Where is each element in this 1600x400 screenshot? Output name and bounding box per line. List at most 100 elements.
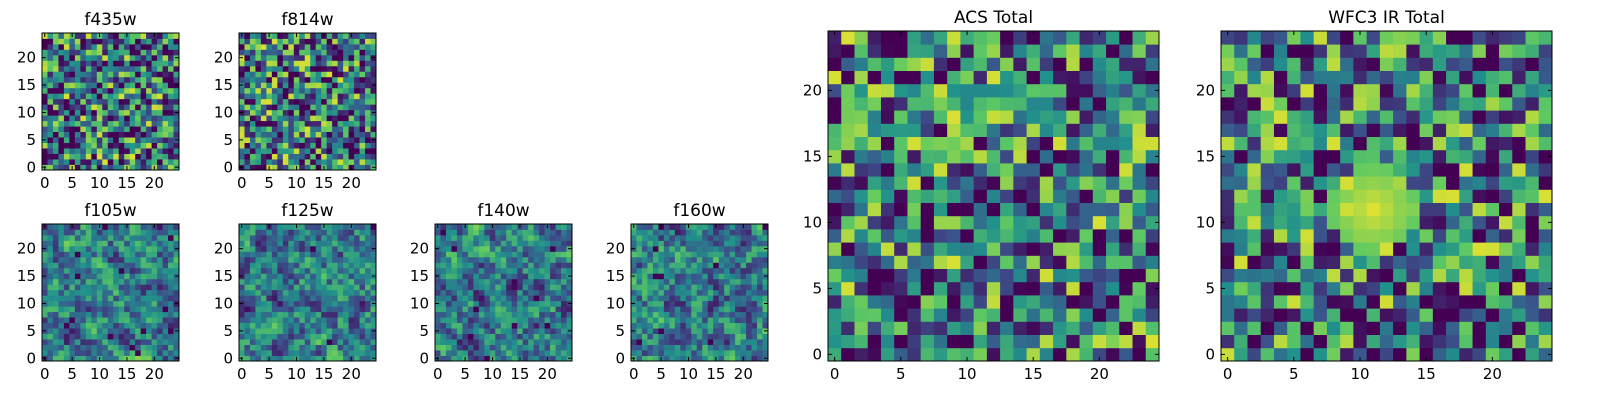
heatmap-cell [658, 339, 665, 345]
heatmap-cell [255, 295, 262, 302]
heatmap-cell [1313, 242, 1328, 256]
heatmap-cell [146, 131, 152, 138]
heatmap-cell [652, 350, 659, 356]
heatmap-cell [244, 251, 251, 258]
heatmap-cell [713, 339, 720, 345]
heatmap-cell [713, 251, 720, 258]
heatmap-cell [511, 322, 518, 329]
heatmap-cell [299, 306, 306, 313]
heatmap-cell [478, 322, 485, 329]
heatmap-cell [696, 273, 703, 280]
heatmap-cell [473, 256, 480, 263]
heatmap-cell [74, 289, 81, 296]
heatmap-cell [489, 245, 496, 252]
heatmap-cell [63, 278, 70, 285]
heatmap-cell [757, 355, 763, 362]
heatmap-cell [58, 43, 65, 50]
heatmap-cell [489, 267, 496, 274]
heatmap-cell [1039, 44, 1054, 58]
heatmap-cell [1039, 123, 1054, 137]
heatmap-cell [332, 104, 339, 111]
heatmap-cell [135, 229, 142, 236]
heatmap-cell [118, 339, 125, 345]
heatmap-cell [244, 256, 251, 263]
heatmap-cell [162, 76, 169, 83]
heatmap-cell [713, 344, 720, 351]
heatmap-cell [907, 123, 922, 137]
heatmap-cell [315, 104, 322, 111]
y-tick-label: 5 [419, 322, 429, 340]
heatmap-cell [506, 240, 513, 247]
heatmap-cell [1079, 229, 1094, 243]
heatmap-cell [440, 350, 447, 356]
heatmap-cell [118, 322, 125, 329]
heatmap-cell [332, 234, 339, 241]
heatmap-cell [359, 65, 366, 72]
heatmap-cell [652, 317, 659, 324]
heatmap-cell [751, 339, 758, 345]
heatmap-cell [282, 131, 289, 138]
heatmap-cell [1340, 163, 1354, 177]
heatmap-cell [907, 110, 922, 124]
heatmap-cell [63, 344, 70, 351]
heatmap-cell [146, 278, 152, 285]
heatmap-cell [359, 284, 366, 291]
heatmap-cell [729, 251, 736, 258]
y-tick-label: 10 [17, 103, 36, 121]
heatmap-cell [751, 234, 758, 241]
heatmap-cell [828, 255, 842, 269]
heatmap-cell [663, 289, 670, 296]
heatmap-cell [42, 98, 48, 105]
heatmap-cell [299, 273, 306, 280]
heatmap-cell [168, 333, 174, 340]
heatmap-cell [740, 333, 747, 340]
heatmap-cell [255, 60, 262, 67]
heatmap-cell [561, 229, 567, 236]
heatmap-cell [641, 240, 648, 247]
heatmap-cell [370, 284, 377, 291]
heatmap-cell [239, 87, 245, 94]
heatmap-cell [1512, 176, 1526, 190]
heatmap-cell [566, 322, 573, 329]
heatmap-cell [365, 115, 371, 122]
heatmap-cell [168, 98, 174, 105]
heatmap-cell [1485, 202, 1500, 217]
heatmap-cell [867, 268, 882, 283]
heatmap-cell [157, 262, 163, 269]
heatmap-cell [636, 311, 643, 318]
heatmap-cell [359, 333, 366, 340]
heatmap-cell [277, 43, 284, 50]
heatmap-cell [277, 234, 284, 241]
heatmap-cell [113, 115, 120, 122]
heatmap-cell [255, 120, 262, 127]
heatmap-cell [157, 33, 163, 39]
heatmap-cell [47, 159, 54, 165]
heatmap-cell [255, 38, 262, 45]
heatmap-cell [641, 355, 648, 362]
heatmap-cell [47, 300, 54, 307]
heatmap-cell [113, 120, 120, 127]
heatmap-cell [266, 256, 273, 263]
heatmap-cell [467, 295, 474, 302]
heatmap-cell [1287, 347, 1301, 362]
heatmap-cell [91, 333, 98, 340]
heatmap-cell [354, 224, 360, 230]
heatmap-cell [647, 300, 654, 307]
heatmap-cell [1459, 202, 1473, 217]
heatmap-cell [299, 355, 306, 362]
heatmap-cell [277, 350, 284, 356]
heatmap-cell [1525, 268, 1540, 283]
heatmap-cell [118, 284, 125, 291]
heatmap-cell [674, 295, 681, 302]
heatmap-cell [751, 224, 758, 230]
heatmap-cell [321, 317, 328, 324]
heatmap-cell [1419, 215, 1434, 230]
heatmap-cell [343, 82, 349, 89]
heatmap-cell [729, 355, 736, 362]
heatmap-cell [249, 344, 256, 351]
heatmap-cell [1079, 268, 1094, 283]
heatmap-cell [713, 273, 720, 280]
x-tick-label: 10 [287, 365, 306, 383]
heatmap-cell [260, 278, 267, 285]
heatmap-cell [1353, 189, 1368, 203]
